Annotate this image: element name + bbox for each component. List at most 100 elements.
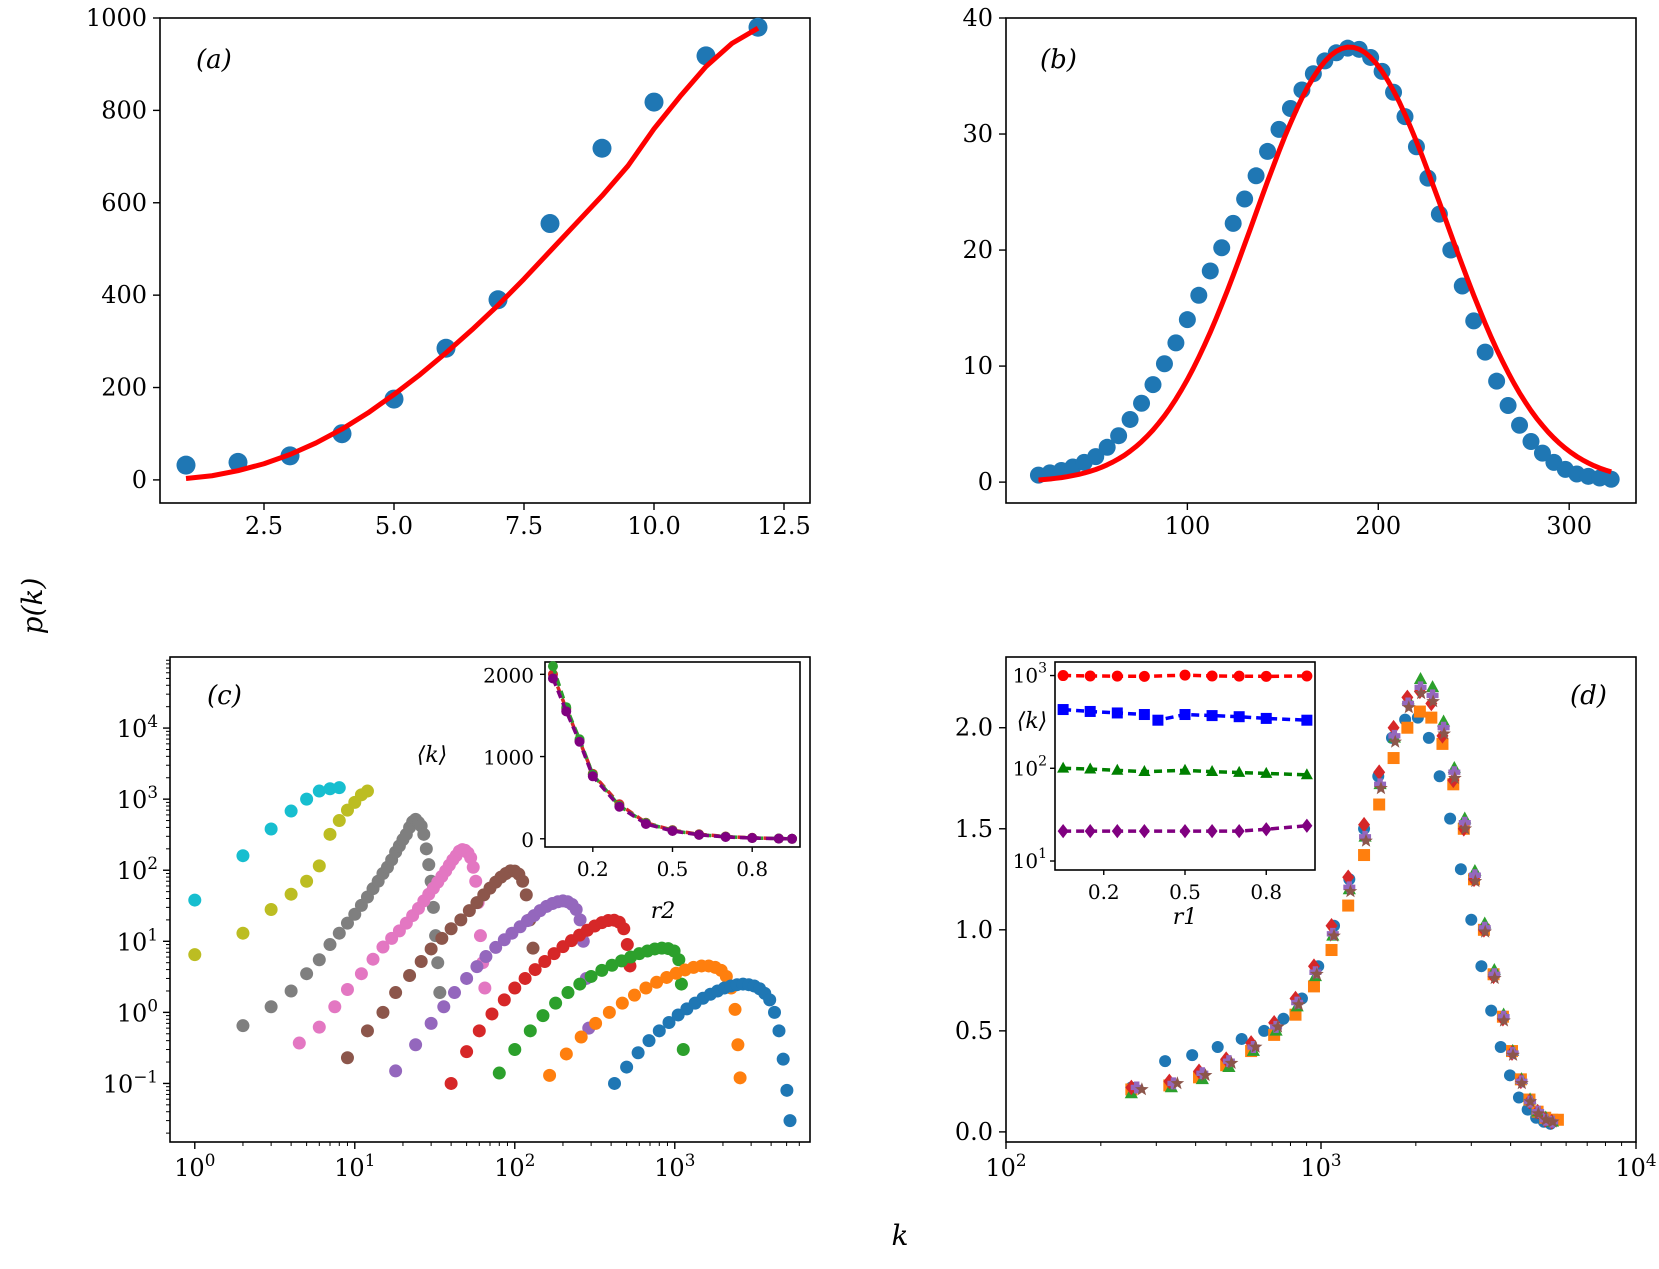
panel-c-series-8-point [733, 1071, 747, 1085]
panel-c-series-2-point [264, 1000, 278, 1014]
panel-d-inset-series-1-point [1111, 707, 1123, 719]
panel-c-series-1-point [360, 784, 374, 798]
panel-c-series-9-point [763, 993, 777, 1007]
panel-d-inset-series-3-point [1057, 823, 1069, 839]
panel-c-x-tick-label: 101 [334, 1150, 375, 1182]
panel-d-series-1-point [1436, 737, 1449, 750]
panel-b-data-point [1224, 214, 1242, 232]
panel-d-series-1-point [1307, 980, 1320, 993]
panel-c-series-4-point [519, 888, 533, 902]
panel-d-series-1-point [1342, 899, 1355, 912]
panel-d-inset-x-tick-1-label: 0.5 [1169, 880, 1201, 904]
panel-a-label: (a) [196, 45, 232, 75]
panel-c-series-8-point [627, 988, 641, 1002]
panel-a-x-tick-0-label: 2.5 [245, 512, 283, 540]
panel-d-series-0-point [1277, 1012, 1290, 1025]
panel-a-data-point [644, 92, 664, 112]
panel-a-x-tick-4-label: 12.5 [757, 512, 810, 540]
panel-c-series-2-point [419, 842, 433, 856]
panel-c-series-4-point [403, 969, 417, 983]
panel-c-inset-series-2-point [587, 771, 598, 782]
panel-d-series-5-point [1506, 1047, 1520, 1061]
panel-c-series-3-point [340, 982, 354, 996]
panel-d-y-tick-3-label: 1.5 [955, 815, 993, 843]
panel-b-data-point [1259, 142, 1277, 160]
panel-c-series-9-point [620, 1060, 634, 1074]
panel-c-series-0-point [236, 849, 250, 863]
panel-c-inset-series-1-line [551, 665, 793, 841]
panel-c-series-8-point [731, 1038, 745, 1052]
panel-b-y-tick-0-label: 0 [978, 468, 993, 496]
panel-d-series-5-point [1343, 884, 1358, 898]
panel-c-series-6-point [547, 947, 561, 961]
figure-x-label: k [892, 1219, 909, 1252]
panel-d-inset-series-2-point [1260, 766, 1273, 778]
panel-d-series-1-point [1289, 1008, 1302, 1021]
panel-d-series-5-point [1388, 734, 1402, 748]
panel-a-y-tick-1-label: 200 [101, 374, 147, 402]
panel-d-series-0-point [1465, 913, 1478, 926]
panel-c-series-4-point [376, 1005, 390, 1019]
panel-c-series-3-point [354, 967, 368, 981]
panel-c-inset-series-2-point [640, 818, 651, 829]
panel-c-inset-y-label: ⟨k⟩ [417, 743, 448, 768]
panel-d-series-2-point [1425, 680, 1440, 693]
panel-d-series-0-point [1475, 960, 1488, 973]
panel-c-series-7-point [676, 1043, 690, 1057]
panel-d-inset-series-0-point [1233, 670, 1245, 682]
panel-a-y-tick-0-label: 0 [132, 466, 147, 494]
panel-c-series-9-point [642, 1034, 656, 1048]
panel-b-data-point [1213, 239, 1231, 257]
panel-d-inset-series-2-point [1233, 765, 1246, 777]
panel-c-series-8-point [559, 1047, 573, 1061]
panel-d-inset-series-3-point [1138, 823, 1150, 839]
panel-d-inset-y-tick-label: 102 [1013, 753, 1047, 780]
panel-b-data-point [1247, 167, 1265, 185]
panel-c-series-5-point [437, 1000, 451, 1014]
panel-a-fit-curve [185, 26, 760, 482]
panel-d-inset-series-0-point [1179, 669, 1191, 681]
panel-b-data-point [1098, 438, 1116, 456]
panel-c-series-6-point [518, 971, 532, 985]
panel-b-data-point [1602, 470, 1620, 488]
panel-c-inset-y-tick-2-label: 2000 [483, 663, 534, 687]
panel-c-series-5-point [573, 913, 587, 927]
panel-d-series-5-point [1224, 1056, 1239, 1069]
panel-c-inset-x-tick-2-label: 0.8 [736, 857, 768, 881]
panel-c-series-0-point [264, 822, 278, 836]
panel-c-series-6-point [460, 1045, 474, 1059]
panel-b: 100 200 300 0 10 20 30 40 (b) [962, 4, 1637, 540]
panel-c-series-4-point [360, 1024, 374, 1038]
panel-d-inset-series-2-point [1111, 763, 1124, 775]
panel-c-series-5-point [389, 1064, 403, 1078]
panel-c-series-4-point [424, 942, 438, 956]
panel-d-series-5-point [1135, 1082, 1149, 1096]
panel-d-inset-series-0-point [1206, 670, 1218, 682]
panel-c-series-3-point [366, 952, 380, 966]
panel-d-inset-series-1-point [1233, 711, 1245, 723]
panel-c-y-tick-label: 10−1 [103, 1066, 158, 1098]
panel-c-series-7-point [549, 996, 563, 1010]
panel-d-inset-series-1-point [1084, 705, 1096, 717]
panel-b-x-tick-2-label: 300 [1546, 512, 1592, 540]
panel-c-series-1-point [300, 874, 314, 888]
panel-d-series-5-point [1374, 781, 1388, 795]
panel-d-series-5-point [1310, 967, 1324, 981]
panel-d-inset-series-3-point [1301, 818, 1313, 833]
panel-d-series-0-point [1211, 1041, 1224, 1054]
panel-c-series-4-point [526, 941, 540, 955]
panel-c-series-2-point [422, 858, 436, 872]
panel-c-series-9-point [772, 1024, 786, 1038]
panel-a-x-tick-2-label: 7.5 [505, 512, 543, 540]
panel-c-inset-x-tick-1-label: 0.5 [657, 857, 689, 881]
panel-c-series-8-point [650, 975, 664, 989]
panel-c-series-4-point [435, 931, 449, 945]
panel-b-data-point [1488, 372, 1506, 390]
panel-c-series-8-point [615, 996, 629, 1010]
panel-c-series-7-point [492, 1066, 506, 1080]
panel-d-inset-series-1-point [1057, 704, 1069, 716]
panel-d-series-5-point [1359, 833, 1373, 847]
panel-c-series-5-point [409, 1038, 423, 1052]
panel-c-inset-series-2-point [561, 706, 572, 717]
panel-c-series-3-point [478, 981, 492, 995]
